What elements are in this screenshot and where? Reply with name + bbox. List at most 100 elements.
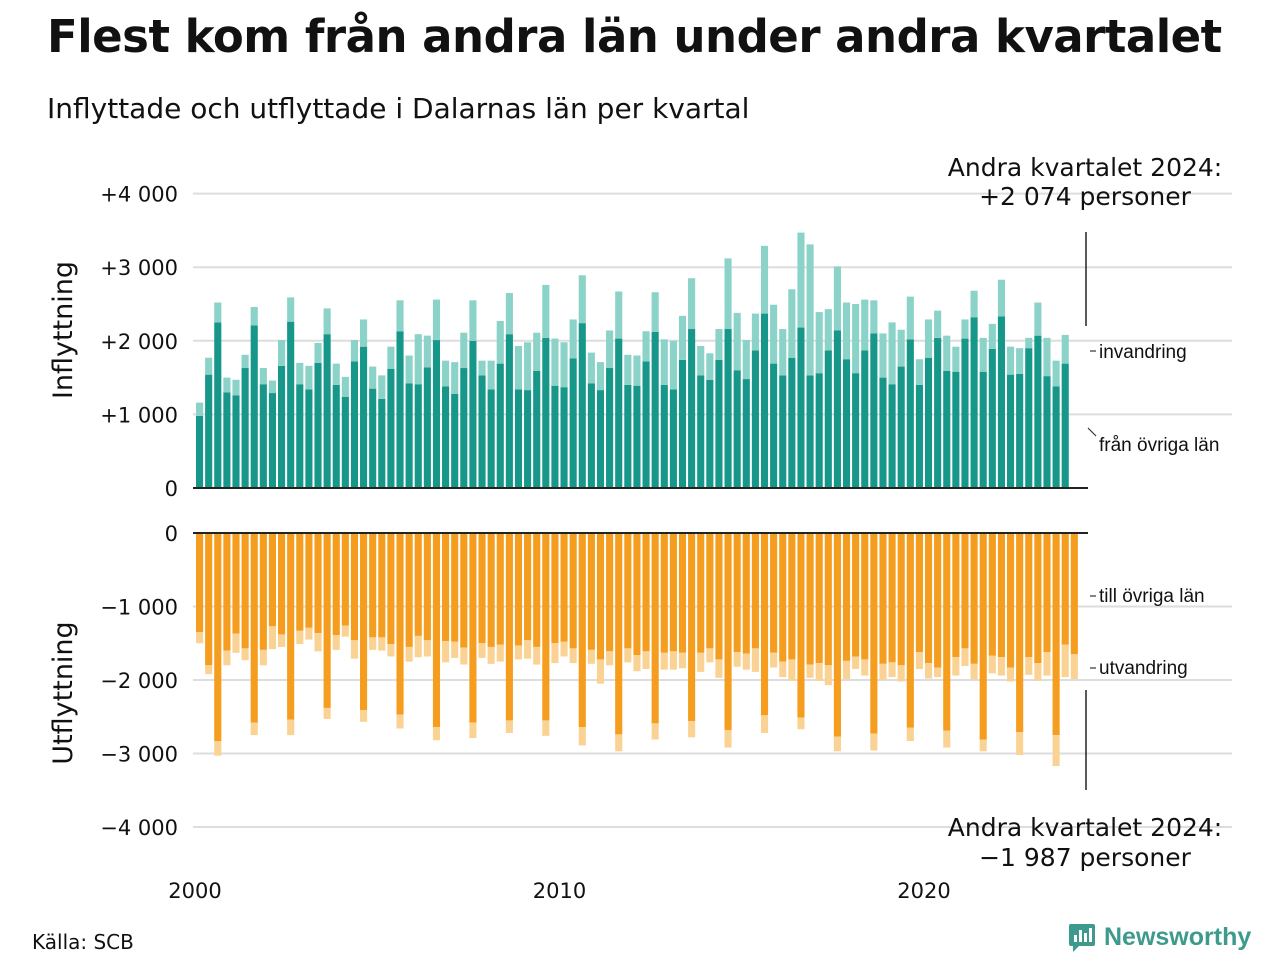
bar-utvandring (733, 652, 741, 667)
bar-fran-ovriga-lan (396, 331, 404, 488)
top-ytick-label: 0 (165, 477, 178, 501)
brand-logo: Newsworthy (1068, 922, 1251, 952)
bar-invandring (305, 365, 313, 390)
bar-invandring (924, 319, 933, 358)
bar-till-ovriga-lan (861, 533, 869, 660)
bar-fran-ovriga-lan (1016, 373, 1024, 488)
bar-fran-ovriga-lan (369, 388, 377, 488)
bar-invandring (970, 290, 978, 318)
bar-invandring (760, 245, 769, 314)
bar-fran-ovriga-lan (906, 339, 914, 488)
bar-fran-ovriga-lan (1043, 376, 1051, 488)
bar-till-ovriga-lan (833, 533, 841, 737)
bar-utvandring (287, 719, 295, 736)
bar-till-ovriga-lan (1034, 533, 1042, 664)
bar-invandring (824, 309, 832, 351)
bar-fran-ovriga-lan (287, 321, 295, 488)
bottom-ytick-label: −1 000 (100, 596, 178, 620)
bar-invandring (232, 379, 240, 396)
bar-till-ovriga-lan (934, 533, 942, 668)
bar-utvandring (369, 637, 377, 650)
bar-till-ovriga-lan (651, 533, 659, 724)
bar-invandring (469, 300, 477, 341)
bar-fran-ovriga-lan (952, 371, 960, 488)
bar-till-ovriga-lan (852, 533, 860, 657)
bar-till-ovriga-lan (824, 533, 832, 666)
axes (193, 487, 1088, 534)
bar-utvandring (323, 707, 331, 719)
bar-till-ovriga-lan (432, 533, 441, 728)
bar-fran-ovriga-lan (1034, 335, 1042, 488)
bar-fran-ovriga-lan (460, 368, 468, 488)
bar-invandring (733, 312, 741, 371)
bar-till-ovriga-lan (669, 533, 677, 652)
bar-till-ovriga-lan (815, 533, 823, 664)
bar-fran-ovriga-lan (587, 383, 595, 488)
bar-invandring (587, 352, 595, 384)
bar-utvandring (542, 720, 550, 736)
bar-utvandring (842, 660, 851, 680)
bar-utvandring (423, 640, 431, 657)
bar-fran-ovriga-lan (542, 337, 550, 488)
bar-utvandring (943, 730, 951, 748)
bar-invandring (533, 332, 541, 371)
bar-till-ovriga-lan (606, 533, 614, 652)
bar-till-ovriga-lan (924, 533, 933, 664)
bar-utvandring (551, 643, 559, 664)
bottom-annotation-line1: Andra kvartalet 2024: (948, 813, 1222, 842)
bar-invandring (943, 335, 951, 371)
bar-fran-ovriga-lan (596, 390, 605, 488)
bar-fran-ovriga-lan (997, 316, 1005, 488)
xtick-label: 2020 (897, 879, 950, 903)
bar-invandring (879, 333, 887, 378)
bar-utvandring (897, 665, 905, 682)
bar-invandring (633, 355, 641, 386)
bar-fran-ovriga-lan (824, 350, 832, 488)
bar-utvandring (405, 646, 413, 662)
bar-fran-ovriga-lan (897, 366, 905, 488)
bar-till-ovriga-lan (451, 533, 459, 642)
xtick-label: 2010 (533, 879, 586, 903)
bar-fran-ovriga-lan (797, 327, 805, 488)
chart-subtitle: Inflyttade och utflyttade i Dalarnas län… (47, 92, 750, 125)
bar-utvandring (779, 661, 787, 678)
bar-invandring (241, 354, 249, 369)
bar-utvandring (232, 633, 240, 653)
bar-fran-ovriga-lan (378, 398, 386, 488)
bar-till-ovriga-lan (678, 533, 687, 653)
bar-fran-ovriga-lan (569, 358, 577, 488)
annotations: Andra kvartalet 2024:+2 074 personerAndr… (948, 153, 1222, 872)
bar-utvandring (970, 663, 978, 680)
bar-invandring (997, 279, 1005, 317)
bar-invandring (751, 313, 759, 351)
bar-fran-ovriga-lan (1061, 363, 1069, 488)
bar-till-ovriga-lan (979, 533, 987, 740)
bar-fran-ovriga-lan (524, 390, 532, 488)
bar-till-ovriga-lan (524, 533, 532, 641)
bar-till-ovriga-lan (660, 533, 668, 653)
bar-utvandring (1070, 654, 1078, 680)
bar-till-ovriga-lan (369, 533, 377, 638)
bar-fran-ovriga-lan (688, 329, 696, 488)
bar-invandring (287, 297, 295, 322)
bar-invandring (1034, 302, 1042, 336)
bar-invandring (596, 362, 605, 391)
bar-till-ovriga-lan (1025, 533, 1033, 658)
bar-utvandring (824, 665, 832, 686)
bar-fran-ovriga-lan (405, 383, 413, 488)
bottom-annotation-line2: −1 987 personer (979, 843, 1192, 872)
bar-utvandring (524, 640, 532, 659)
bar-fran-ovriga-lan (915, 384, 923, 488)
bar-utvandring (1052, 735, 1060, 766)
bar-invandring (478, 360, 486, 376)
axis-labels: 0 +1 000 +2 000 +3 000 +4 000 0 −1 000 −2 000 −3… (48, 183, 951, 903)
bar-till-ovriga-lan (751, 533, 759, 649)
bar-till-ovriga-lan (442, 533, 450, 642)
bar-till-ovriga-lan (223, 533, 231, 651)
bar-fran-ovriga-lan (715, 359, 723, 488)
bar-till-ovriga-lan (724, 533, 732, 730)
bar-invandring (669, 340, 677, 390)
bar-fran-ovriga-lan (551, 385, 559, 488)
bar-till-ovriga-lan (596, 533, 605, 660)
bar-till-ovriga-lan (533, 533, 541, 647)
